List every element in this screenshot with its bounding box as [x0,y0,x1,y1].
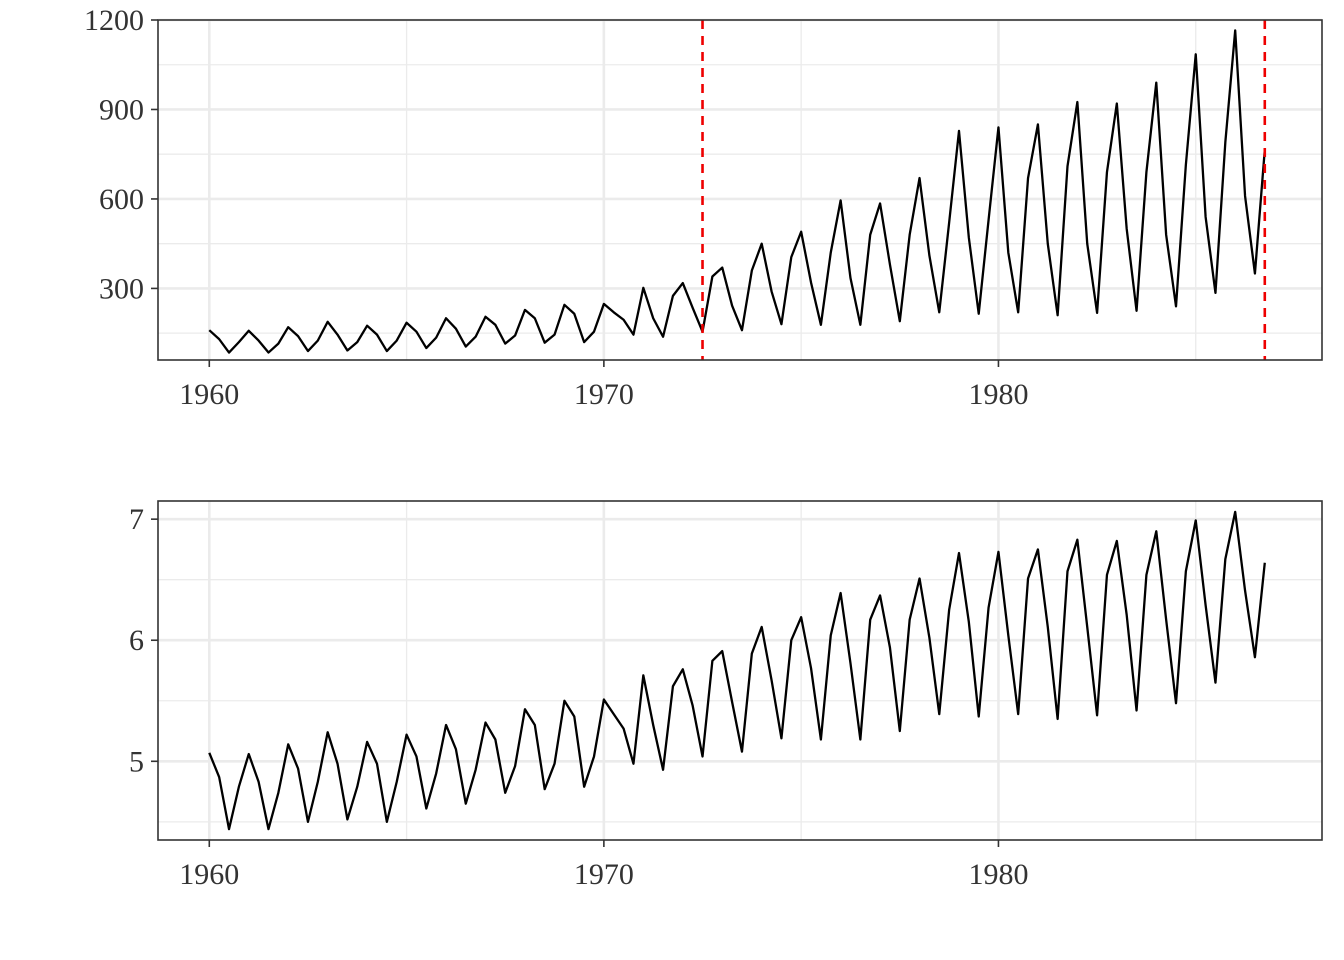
panel-border [157,19,1323,361]
y-tick-label: 7 [129,503,144,536]
panel-background [158,20,1322,360]
panel-background [158,501,1322,840]
y-tick-label: 1200 [84,4,144,37]
panel-border [157,500,1323,841]
top-panel-raw-series: 300 600 900 1200 1960 1970 1980 [84,4,1323,411]
x-tick-label: 1970 [574,858,634,891]
series-line-0 [208,510,1266,831]
x-tick-label: 1970 [574,378,634,411]
series-line-0 [208,29,1266,354]
x-tick-label: 1980 [968,378,1028,411]
bottom-panel-log-series: 5 6 7 1960 1970 1980 [129,500,1323,891]
y-tick-label: 300 [99,272,144,305]
y-tick-label: 6 [129,624,144,657]
x-tick-label: 1980 [968,858,1028,891]
y-tick-label: 900 [99,93,144,126]
y-tick-label: 5 [129,745,144,778]
x-tick-label: 1960 [179,858,239,891]
y-tick-label: 600 [99,183,144,216]
x-tick-label: 1960 [179,378,239,411]
